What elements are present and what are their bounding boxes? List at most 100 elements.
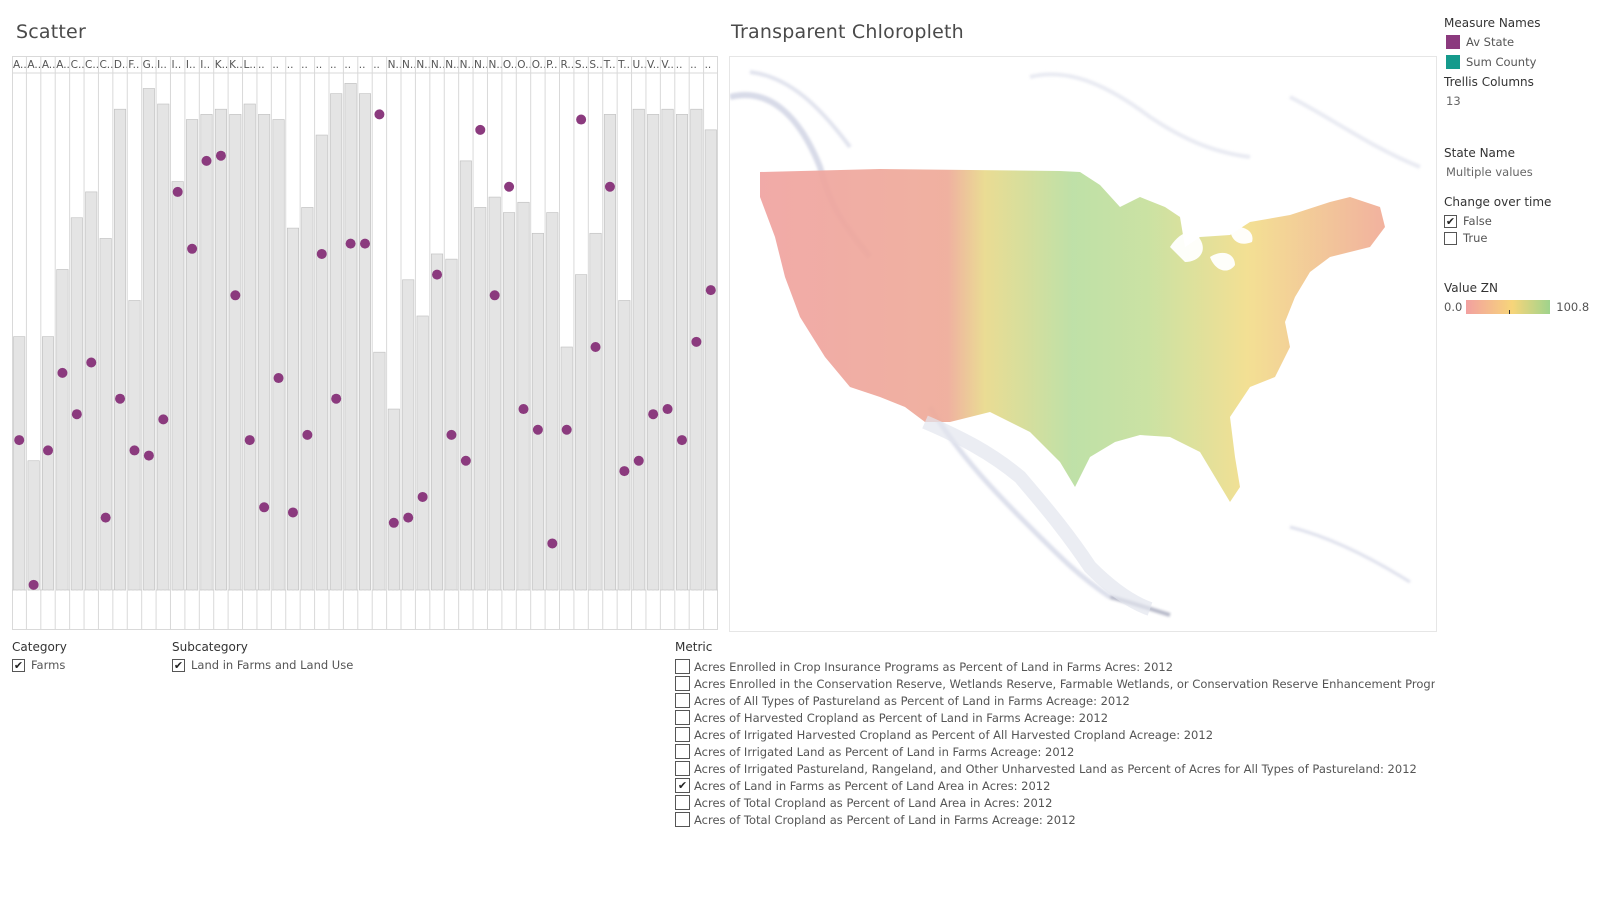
column-label: O.. [517,59,532,71]
column-label: .. [272,59,279,71]
option-label: Farms [31,658,66,672]
scatter-point [576,114,587,125]
checkbox-icon[interactable] [675,676,690,691]
range-band [56,269,69,591]
category-option-farms[interactable]: ✔ Farms [12,658,67,672]
scatter-point [28,579,39,590]
legend-label-sum-county: Sum County [1466,55,1537,69]
column-label: N.. [431,59,446,71]
scatter-point [633,455,644,466]
scatter-point [57,367,68,378]
legend-item-sum-county[interactable]: Sum County [1446,55,1600,69]
metric-option-label: Acres of Total Cropland as Percent of La… [694,812,1076,827]
subcategory-filter: Subcategory ✔ Land in Farms and Land Use [172,640,353,675]
column-label: S.. [575,59,588,71]
great-lakes [1170,226,1253,271]
metric-option-label: Acres of Harvested Cropland as Percent o… [694,710,1109,725]
option-label: False [1463,214,1492,228]
scatter-title: Scatter [16,21,86,43]
range-band [488,196,501,591]
change-over-time-true[interactable]: True [1444,231,1600,245]
range-band [690,108,703,591]
metric-option[interactable]: Acres Enrolled in Crop Insurance Program… [675,658,1435,675]
range-band [675,114,688,591]
column-label: C.. [99,59,113,71]
range-band [632,108,645,591]
scatter-trellis-chart[interactable]: A.. A.. A.. A.. C.. C.. C.. D.. F.. G.. I.. I.. I.. I… [12,56,718,630]
range-band [27,460,40,591]
ramp-max-label: 100.8 [1556,300,1590,314]
scatter-point [547,538,558,549]
scatter-point [518,404,529,415]
checkbox-checked-icon[interactable]: ✔ [1444,214,1457,228]
scatter-point [460,455,471,466]
metric-option[interactable]: Acres of Total Cropland as Percent of La… [675,794,1435,811]
checkbox-icon[interactable] [675,812,690,827]
metric-option-label: Acres of Irrigated Harvested Cropland as… [694,727,1214,742]
metric-option-label: Acres of Land in Farms as Percent of Lan… [694,778,1051,793]
checkbox-icon[interactable]: ✔ [675,778,690,793]
column-label: D.. [114,59,129,71]
checkbox-icon[interactable] [675,744,690,759]
column-label: K.. [229,59,243,71]
checkbox-checked-icon[interactable]: ✔ [12,658,25,672]
column-label: I.. [200,59,210,71]
subcategory-option[interactable]: ✔ Land in Farms and Land Use [172,658,353,672]
range-band [373,351,386,591]
column-label: .. [258,59,265,71]
scatter-point [590,342,601,353]
range-band [387,408,400,591]
checkbox-icon[interactable] [675,727,690,742]
scatter-point [100,512,111,523]
choropleth-map[interactable] [729,56,1437,632]
metric-option-label: Acres of Irrigated Pastureland, Rangelan… [694,761,1417,776]
legend-item-av-state[interactable]: Av State [1446,35,1600,49]
metric-option[interactable]: Acres of Irrigated Harvested Cropland as… [675,726,1435,743]
column-label: O.. [503,59,518,71]
trellis-columns-value[interactable]: 13 [1446,94,1461,108]
checkbox-checked-icon[interactable]: ✔ [172,658,185,672]
metric-option[interactable]: Acres of Irrigated Land as Percent of La… [675,743,1435,760]
option-label: True [1463,231,1488,245]
range-band [575,274,588,591]
checkbox-icon[interactable] [675,693,690,708]
change-over-time-false[interactable]: ✔ False [1444,214,1600,228]
column-label: O.. [532,59,547,71]
range-band [186,119,199,591]
column-label: N.. [388,59,403,71]
column-label: N.. [416,59,431,71]
metric-option[interactable]: Acres of All Types of Pastureland as Per… [675,692,1435,709]
scatter-point [331,393,342,404]
map-svg[interactable] [730,57,1436,631]
range-band [474,207,487,591]
column-label: .. [344,59,351,71]
range-band [157,103,170,591]
range-band [330,93,343,591]
checkbox-icon[interactable] [675,659,690,674]
metric-option[interactable]: ✔ Acres of Land in Farms as Percent of La… [675,777,1435,794]
column-label: C.. [71,59,85,71]
range-band [647,114,660,591]
checkbox-icon[interactable] [675,761,690,776]
column-label: N.. [488,59,503,71]
scatter-point [417,491,428,502]
scatter-point [532,424,543,435]
checkbox-icon[interactable] [675,710,690,725]
state-name-value[interactable]: Multiple values [1446,165,1533,179]
metric-option[interactable]: Acres Enrolled in the Conservation Reser… [675,675,1435,692]
metric-option-label: Acres Enrolled in Crop Insurance Program… [694,659,1174,674]
checkbox-empty-icon[interactable] [1444,231,1457,245]
range-band [445,258,458,591]
scatter-point [215,150,226,161]
range-band [358,93,372,591]
metric-option[interactable]: Acres of Harvested Cropland as Percent o… [675,709,1435,726]
scatter-svg[interactable]: A.. A.. A.. A.. C.. C.. C.. D.. F.. G.. I.. I.. I.. I… [12,56,718,630]
metric-option[interactable]: Acres of Total Cropland as Percent of La… [675,811,1435,828]
metric-option[interactable]: Acres of Irrigated Pastureland, Rangelan… [675,760,1435,777]
scatter-point [187,243,198,254]
scatter-point [446,429,457,440]
column-label: .. [287,59,294,71]
range-band [402,279,415,591]
checkbox-icon[interactable] [675,795,690,810]
range-band [128,300,141,591]
